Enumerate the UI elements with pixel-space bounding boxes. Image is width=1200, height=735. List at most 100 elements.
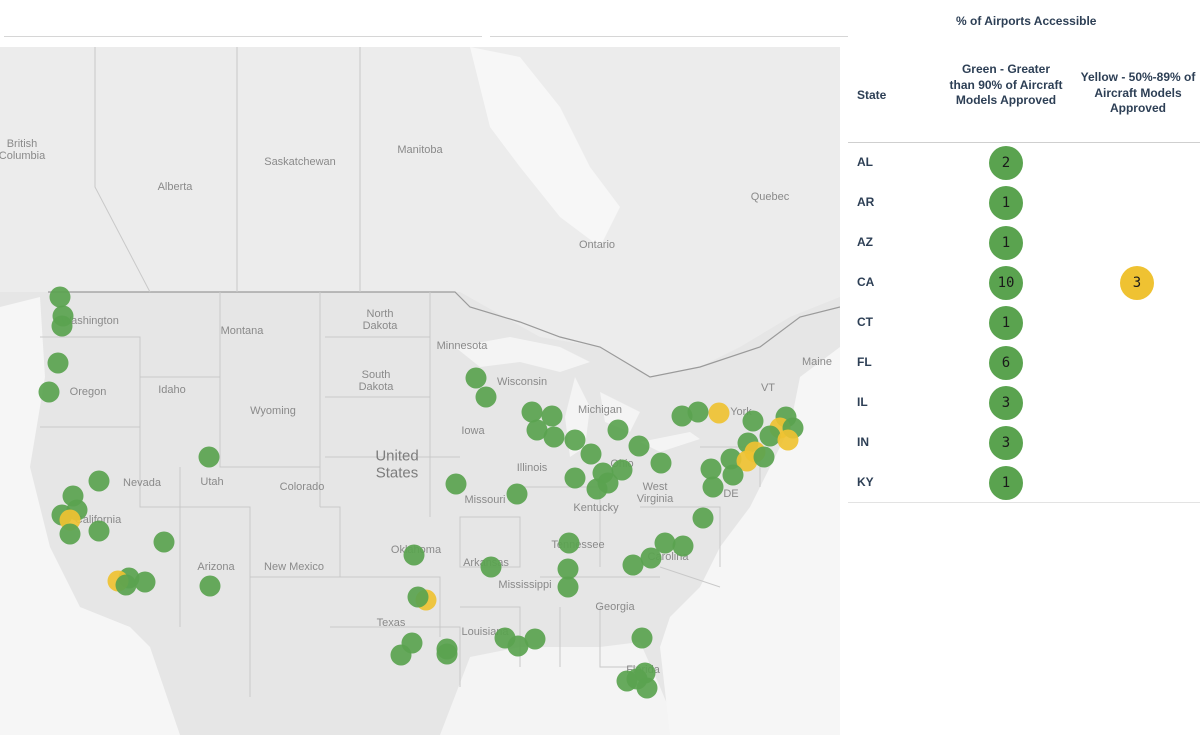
map-place-label: Georgia <box>595 600 635 613</box>
yellow-count-badge[interactable]: 3 <box>1120 266 1154 300</box>
green-count-badge[interactable]: 1 <box>989 466 1023 500</box>
airport-marker-green[interactable] <box>692 507 714 529</box>
green-count-badge[interactable]: 1 <box>989 226 1023 260</box>
airport-marker-green[interactable] <box>390 644 412 666</box>
state-column-header: State <box>857 88 887 102</box>
map-place-label: Oregon <box>69 385 107 398</box>
map-place-label: Wyoming <box>250 404 296 417</box>
airport-marker-green[interactable] <box>622 554 644 576</box>
map-place-label: Manitoba <box>397 143 443 156</box>
airport-marker-green[interactable] <box>134 571 156 593</box>
map-place-label: Illinois <box>516 461 548 474</box>
green-count-badge[interactable]: 1 <box>989 306 1023 340</box>
airport-marker-green[interactable] <box>557 576 579 598</box>
airport-marker-green[interactable] <box>524 628 546 650</box>
airport-marker-green[interactable] <box>607 419 629 441</box>
map-place-label: California <box>75 514 121 526</box>
table-row: KY 1 <box>848 463 1200 503</box>
map-place-label: Montana <box>220 324 264 337</box>
airport-marker-green[interactable] <box>640 547 662 569</box>
airport-marker-green[interactable] <box>521 401 543 423</box>
airport-marker-green[interactable] <box>611 459 633 481</box>
airport-marker-green[interactable] <box>480 556 502 578</box>
airport-marker-green[interactable] <box>475 386 497 408</box>
airport-marker-green[interactable] <box>753 446 775 468</box>
airport-marker-green[interactable] <box>49 286 71 308</box>
airport-marker-green[interactable] <box>436 643 458 665</box>
airport-marker-green[interactable] <box>543 426 565 448</box>
airport-marker-green[interactable] <box>507 635 529 657</box>
map-place-label: Utah <box>200 475 224 488</box>
airport-marker-green[interactable] <box>38 381 60 403</box>
airport-marker-green[interactable] <box>59 523 81 545</box>
table-row: AZ 1 <box>848 223 1200 263</box>
airport-marker-green[interactable] <box>759 425 781 447</box>
airport-marker-green[interactable] <box>526 419 548 441</box>
airport-marker-green[interactable] <box>700 458 722 480</box>
state-code: CT <box>857 315 873 329</box>
map-place-label: Colorado <box>279 480 325 493</box>
airport-marker-green[interactable] <box>88 470 110 492</box>
airport-marker-green[interactable] <box>558 532 580 554</box>
map-place-label: Alberta <box>157 180 193 193</box>
country-label: United States <box>375 447 419 481</box>
airport-marker-green[interactable] <box>586 478 608 500</box>
map-view[interactable]: British Columbia Alberta Saskatchewan Manit… <box>0 47 840 735</box>
airport-marker-green[interactable] <box>465 367 487 389</box>
table-row: FL 6 <box>848 343 1200 383</box>
airport-marker-green[interactable] <box>628 435 650 457</box>
map-place-label: Quebec <box>750 190 790 203</box>
airport-marker-green[interactable] <box>506 483 528 505</box>
green-count-badge[interactable]: 3 <box>989 426 1023 460</box>
airport-marker-green[interactable] <box>564 429 586 451</box>
green-count-badge[interactable]: 10 <box>989 266 1023 300</box>
airport-marker-green[interactable] <box>199 575 221 597</box>
map-place-label: Idaho <box>158 383 186 396</box>
map-place-label: New Mexico <box>264 560 324 573</box>
airport-accessibility-table: % of Airports Accessible State Green - G… <box>848 0 1200 520</box>
airport-marker-green[interactable] <box>742 410 764 432</box>
map-place-label: Wisconsin <box>496 375 548 388</box>
table-bottom-divider <box>848 502 1200 503</box>
airport-marker-green[interactable] <box>153 531 175 553</box>
map-place-label: Maine <box>802 355 832 368</box>
airport-marker-green[interactable] <box>650 452 672 474</box>
airport-marker-green[interactable] <box>403 544 425 566</box>
airport-marker-green[interactable] <box>722 464 744 486</box>
airport-marker-green[interactable] <box>631 627 653 649</box>
header-divider <box>848 142 1200 143</box>
airport-marker-green[interactable] <box>88 520 110 542</box>
airport-marker-green[interactable] <box>654 532 676 554</box>
airport-marker-green[interactable] <box>47 352 69 374</box>
airport-marker-green[interactable] <box>407 586 429 608</box>
airport-marker-green[interactable] <box>198 446 220 468</box>
airport-marker-yellow[interactable] <box>736 450 758 472</box>
airport-marker-green[interactable] <box>580 443 602 465</box>
airport-marker-green[interactable] <box>51 315 73 337</box>
map-place-label: Texas <box>376 616 406 629</box>
green-count-badge[interactable]: 1 <box>989 186 1023 220</box>
table-row: AR 1 <box>848 183 1200 223</box>
airport-marker-green[interactable] <box>687 401 709 423</box>
airport-marker-green[interactable] <box>564 467 586 489</box>
map-place-label: Missouri <box>464 493 506 506</box>
green-count-badge[interactable]: 2 <box>989 146 1023 180</box>
green-column-header: Green - Greater than 90% of Aircraft Mod… <box>949 62 1063 108</box>
green-count-badge[interactable]: 3 <box>989 386 1023 420</box>
airport-marker-yellow[interactable] <box>777 429 799 451</box>
state-code: KY <box>857 475 874 489</box>
airport-marker-green[interactable] <box>702 476 724 498</box>
map-place-label: Arizona <box>197 560 235 573</box>
airport-marker-green[interactable] <box>541 405 563 427</box>
airport-marker-green[interactable] <box>445 473 467 495</box>
airport-marker-green[interactable] <box>720 448 742 470</box>
airport-marker-green[interactable] <box>115 574 137 596</box>
state-code: AL <box>857 155 873 169</box>
green-count-badge[interactable]: 6 <box>989 346 1023 380</box>
airport-marker-green[interactable] <box>672 535 694 557</box>
airport-marker-green[interactable] <box>636 677 658 699</box>
map-place-label: West Virginia <box>636 480 674 505</box>
airport-marker-green[interactable] <box>671 405 693 427</box>
airport-marker-green[interactable] <box>557 558 579 580</box>
airport-marker-yellow[interactable] <box>708 402 730 424</box>
